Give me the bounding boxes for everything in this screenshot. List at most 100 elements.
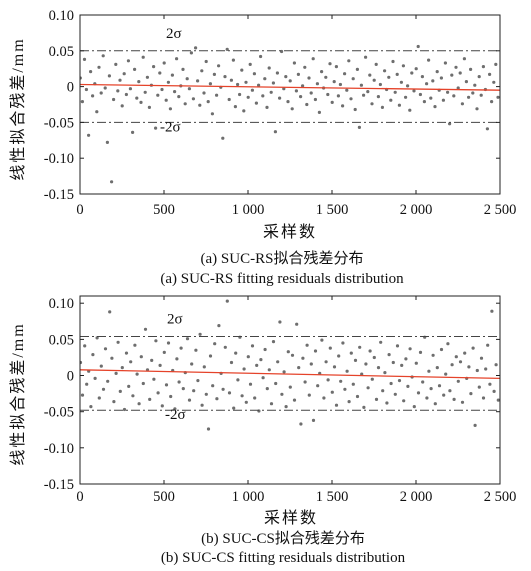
- data-point: [292, 398, 297, 402]
- data-point: [271, 340, 276, 344]
- data-point: [322, 396, 326, 400]
- data-point: [198, 332, 202, 336]
- data-point: [395, 344, 400, 348]
- data-point: [286, 350, 290, 354]
- data-point: [490, 309, 494, 313]
- data-point: [204, 392, 208, 396]
- data-point: [217, 324, 221, 328]
- data-point: [355, 394, 360, 399]
- data-point: [294, 89, 298, 93]
- data-point: [429, 96, 433, 100]
- x-tick-label: 2 000: [400, 489, 433, 505]
- data-point: [169, 394, 173, 399]
- data-point: [206, 427, 211, 431]
- data-point: [378, 82, 382, 87]
- data-point: [326, 378, 330, 382]
- data-point: [486, 343, 490, 347]
- data-point: [131, 394, 135, 398]
- data-point: [156, 93, 160, 97]
- data-point: [471, 91, 475, 95]
- data-point: [275, 71, 279, 75]
- data-point: [273, 130, 277, 134]
- data-point: [242, 109, 246, 113]
- data-point: [255, 363, 259, 367]
- chart-panel-b: 2σ-2σ0.100.050-0.05-0.10-0.150 500 1 000 1 …: [9, 295, 516, 566]
- axes-frame: [79, 295, 501, 485]
- data-point: [343, 72, 347, 76]
- data-point: [175, 357, 179, 361]
- data-point: [448, 122, 452, 126]
- data-point: [391, 360, 395, 365]
- data-point: [141, 381, 145, 386]
- data-point: [387, 353, 391, 357]
- data-point: [128, 87, 132, 91]
- data-point: [337, 354, 341, 358]
- data-point: [469, 392, 473, 396]
- data-point: [431, 353, 435, 357]
- data-point: [402, 399, 406, 403]
- data-point: [353, 107, 357, 112]
- y-tick-label: 0: [67, 369, 74, 385]
- data-point: [212, 72, 216, 76]
- data-point: [187, 398, 192, 402]
- data-point: [381, 389, 385, 393]
- data-point: [328, 346, 332, 350]
- data-point: [477, 75, 481, 79]
- data-point: [284, 75, 288, 79]
- data-point: [246, 355, 250, 359]
- data-point: [379, 340, 383, 344]
- data-point: [82, 57, 87, 62]
- data-point: [234, 351, 238, 355]
- data-point: [334, 403, 339, 407]
- data-point: [320, 338, 324, 342]
- x-tick-label: 0: [76, 489, 83, 505]
- data-point: [349, 351, 353, 355]
- data-point: [192, 389, 196, 393]
- data-point: [425, 396, 429, 400]
- data-point: [282, 370, 286, 374]
- data-point: [309, 362, 313, 366]
- data-point: [433, 105, 437, 109]
- data-point: [450, 363, 454, 367]
- data-point: [244, 400, 248, 404]
- data-point: [404, 357, 408, 361]
- y-tick-label: -0.10: [44, 151, 74, 167]
- data-point: [345, 88, 349, 92]
- data-point: [110, 356, 114, 360]
- data-point: [133, 343, 137, 347]
- data-point: [83, 344, 87, 348]
- data-point: [202, 365, 206, 369]
- trend-line: [80, 369, 500, 380]
- data-point: [107, 74, 111, 78]
- x-tick-label: 2 500: [484, 202, 517, 218]
- data-point: [99, 91, 103, 95]
- data-point: [347, 400, 351, 404]
- data-point: [263, 347, 267, 352]
- data-point: [339, 379, 343, 383]
- data-point: [200, 403, 204, 407]
- data-point: [200, 69, 204, 73]
- data-point: [435, 70, 439, 74]
- data-point: [194, 46, 198, 50]
- data-point: [141, 55, 145, 59]
- data-point: [351, 382, 355, 386]
- x-axis-label: 采样数: [264, 509, 318, 527]
- data-point: [232, 406, 236, 410]
- data-point: [137, 402, 141, 406]
- data-point: [261, 376, 265, 380]
- data-point: [196, 79, 200, 83]
- data-point: [456, 86, 460, 90]
- data-point: [164, 383, 169, 387]
- data-point: [139, 355, 143, 359]
- data-point: [316, 384, 320, 388]
- data-point: [425, 82, 429, 86]
- data-point: [265, 387, 269, 391]
- data-point: [408, 347, 412, 351]
- data-point: [177, 380, 181, 384]
- data-point: [370, 102, 374, 106]
- data-point: [244, 80, 248, 84]
- y-tick-label: -0.05: [44, 115, 74, 131]
- data-point: [120, 366, 124, 370]
- axes-frame: [79, 14, 501, 195]
- data-point: [317, 110, 321, 114]
